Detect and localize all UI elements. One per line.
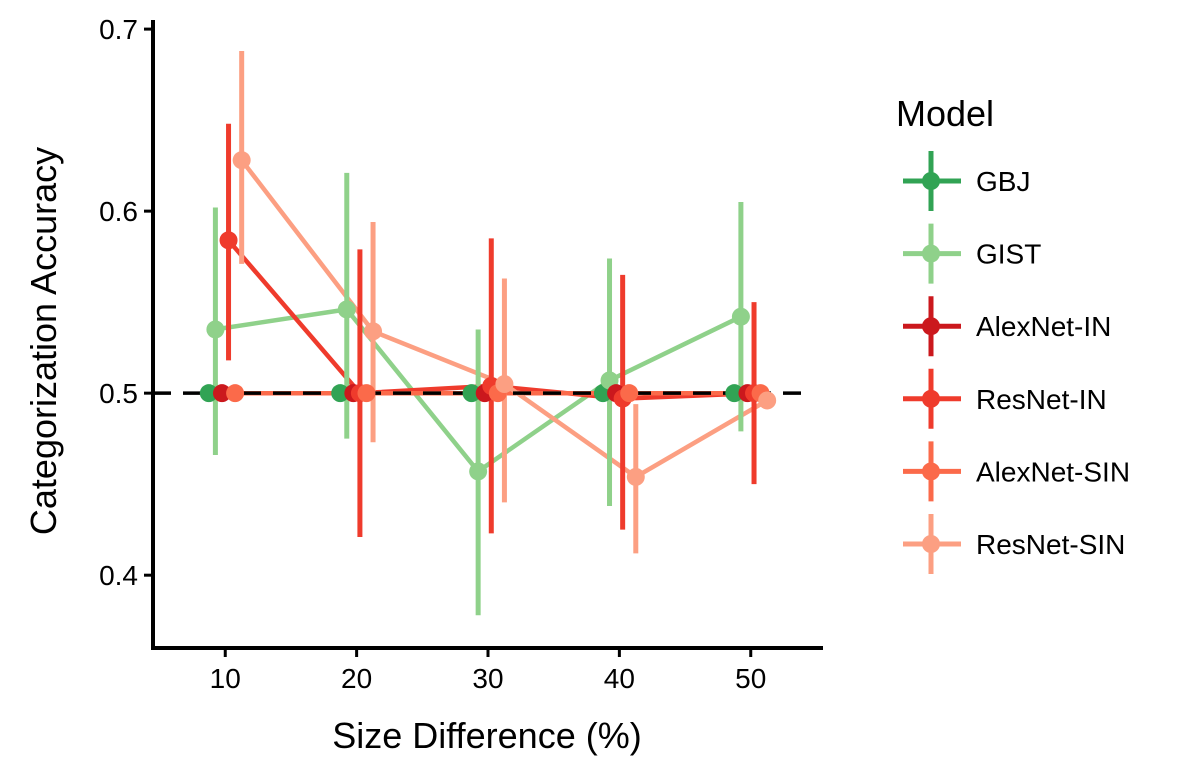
data-point xyxy=(357,384,376,403)
y-axis-title: Categorization Accuracy xyxy=(23,147,64,535)
legend-item: ResNet-SIN xyxy=(903,514,1125,574)
data-point xyxy=(199,384,218,403)
data-point xyxy=(758,391,777,410)
data-point xyxy=(232,151,251,170)
x-tick-label: 40 xyxy=(604,663,635,694)
y-tick-label: 0.6 xyxy=(99,196,138,227)
x-tick-label: 10 xyxy=(210,663,241,694)
data-point xyxy=(731,307,750,326)
y-tick-label: 0.5 xyxy=(99,378,138,409)
legend-marker xyxy=(922,462,940,481)
x-tick-label: 30 xyxy=(472,663,503,694)
legend-label: ResNet-IN xyxy=(976,384,1107,415)
legend-item: GIST xyxy=(903,223,1041,284)
data-point xyxy=(219,231,238,250)
error-bars xyxy=(212,50,757,616)
legend-item: GBJ xyxy=(903,151,1030,211)
data-point xyxy=(626,467,645,486)
plot-area xyxy=(153,50,810,616)
data-point xyxy=(725,384,744,403)
legend-item: AlexNet-IN xyxy=(903,296,1111,357)
data-point xyxy=(620,384,639,403)
data-point xyxy=(212,384,231,403)
legend-label: AlexNet-SIN xyxy=(976,456,1130,487)
data-point xyxy=(226,384,245,403)
legend-marker xyxy=(922,172,940,190)
legend-marker xyxy=(922,317,940,336)
x-axis-title: Size Difference (%) xyxy=(332,715,641,756)
legend-item: AlexNet-SIN xyxy=(903,441,1130,502)
legend-marker xyxy=(922,535,940,553)
data-point xyxy=(495,375,514,394)
data-point xyxy=(337,300,356,319)
data-points xyxy=(199,151,777,486)
legend-label: ResNet-SIN xyxy=(976,529,1125,560)
legend-item: ResNet-IN xyxy=(903,368,1107,429)
legend-label: AlexNet-IN xyxy=(976,311,1111,342)
y-tick-label: 0.7 xyxy=(99,14,138,45)
data-point xyxy=(469,462,488,481)
data-point xyxy=(364,322,383,341)
legend-label: GBJ xyxy=(976,166,1030,197)
x-tick-label: 20 xyxy=(341,663,372,694)
axes: 0.4 0.5 0.6 0.7 10 20 30 40 50 xyxy=(99,14,823,694)
data-point xyxy=(331,384,350,403)
legend-marker xyxy=(922,389,940,408)
y-tick-label: 0.4 xyxy=(99,560,138,591)
legend-marker xyxy=(922,244,940,263)
legend-title: Model xyxy=(896,93,994,134)
series-lines xyxy=(206,157,770,480)
legend: Model GBJ GIST AlexNet-IN ResNet-IN AlexNet-… xyxy=(896,93,1130,574)
data-point xyxy=(206,320,225,339)
x-tick-label: 50 xyxy=(735,663,766,694)
legend-label: GIST xyxy=(976,239,1041,270)
data-point xyxy=(462,384,481,403)
